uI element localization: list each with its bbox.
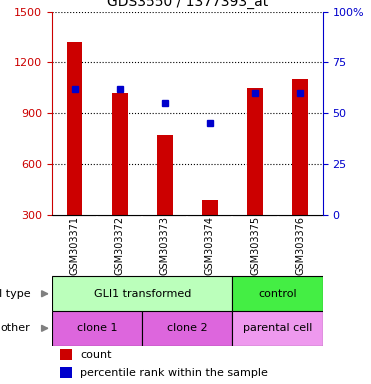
Text: cell type: cell type	[0, 289, 30, 299]
Text: GSM303372: GSM303372	[115, 216, 125, 275]
Text: count: count	[80, 350, 112, 360]
Text: GSM303373: GSM303373	[160, 216, 170, 275]
Bar	[233, 276, 323, 311]
Bar	[247, 88, 263, 215]
Text: control: control	[258, 289, 297, 299]
Title: GDS3550 / 1377393_at: GDS3550 / 1377393_at	[107, 0, 268, 9]
Text: clone 1: clone 1	[77, 323, 117, 333]
Bar	[292, 79, 308, 215]
Text: parental cell: parental cell	[243, 323, 312, 333]
Text: percentile rank within the sample: percentile rank within the sample	[80, 368, 268, 378]
Text: GSM303371: GSM303371	[69, 216, 79, 275]
Bar	[112, 93, 128, 215]
Bar	[52, 311, 142, 346]
Bar	[52, 276, 233, 311]
Text: other: other	[0, 323, 30, 333]
Bar	[60, 367, 72, 378]
Text: GLI1 transformed: GLI1 transformed	[93, 289, 191, 299]
Text: GSM303374: GSM303374	[205, 216, 215, 275]
Bar	[157, 135, 173, 215]
Text: GSM303375: GSM303375	[250, 216, 260, 275]
Bar	[142, 311, 233, 346]
Text: clone 2: clone 2	[167, 323, 208, 333]
Bar	[202, 200, 218, 215]
Text: GSM303376: GSM303376	[295, 216, 305, 275]
Bar	[233, 311, 323, 346]
Bar	[67, 42, 82, 215]
Bar	[60, 349, 72, 360]
